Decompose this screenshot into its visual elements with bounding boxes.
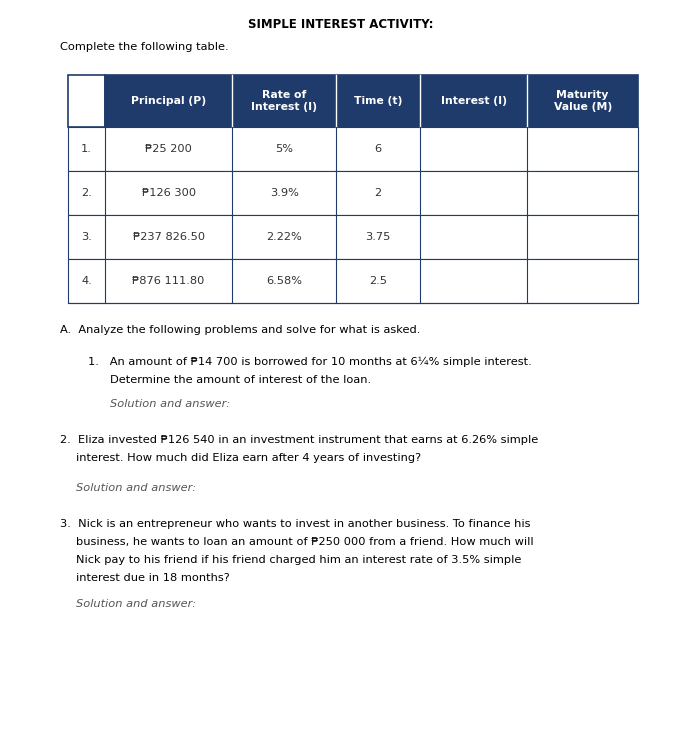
Text: interest. How much did Eliza earn after 4 years of investing?: interest. How much did Eliza earn after … [76, 453, 421, 463]
Text: 2.5: 2.5 [369, 276, 387, 286]
Text: 6: 6 [374, 144, 382, 154]
Text: 3.9%: 3.9% [270, 188, 299, 198]
Text: Interest (I): Interest (I) [441, 96, 507, 106]
Text: 3.  Nick is an entrepreneur who wants to invest in another business. To finance : 3. Nick is an entrepreneur who wants to … [60, 519, 531, 529]
Text: Time (t): Time (t) [354, 96, 402, 106]
Text: 1.   An amount of ₱14 700 is borrowed for 10 months at 6¼% simple interest.: 1. An amount of ₱14 700 is borrowed for … [88, 357, 532, 367]
Text: 2.  Eliza invested ₱126 540 in an investment instrument that earns at 6.26% simp: 2. Eliza invested ₱126 540 in an investm… [60, 435, 538, 445]
Text: Principal (P): Principal (P) [131, 96, 206, 106]
Bar [68, 171, 638, 215]
Text: ₱237 826.50: ₱237 826.50 [132, 232, 205, 242]
Bar [68, 215, 638, 259]
Text: 2.22%: 2.22% [267, 232, 302, 242]
Text: 2: 2 [374, 188, 382, 198]
Text: 5%: 5% [276, 144, 293, 154]
Text: Complete the following table.: Complete the following table. [60, 42, 228, 52]
Text: A.  Analyze the following problems and solve for what is asked.: A. Analyze the following problems and so… [60, 325, 420, 335]
Text: 6.58%: 6.58% [266, 276, 302, 286]
Text: 1.: 1. [81, 144, 92, 154]
Text: Nick pay to his friend if his friend charged him an interest rate of 3.5% simple: Nick pay to his friend if his friend cha… [76, 555, 521, 565]
Bar [68, 127, 638, 171]
Text: 3.75: 3.75 [366, 232, 391, 242]
Text: ₱25 200: ₱25 200 [145, 144, 192, 154]
Text: Solution and answer:: Solution and answer: [110, 399, 230, 409]
Text: 2.: 2. [81, 188, 92, 198]
Text: Maturity
Value (M): Maturity Value (M) [554, 89, 612, 112]
Bar [68, 259, 638, 303]
Text: Solution and answer:: Solution and answer: [76, 483, 196, 493]
Bar [68, 75, 105, 127]
Text: ₱876 111.80: ₱876 111.80 [132, 276, 205, 286]
Text: 3.: 3. [81, 232, 92, 242]
Text: Solution and answer:: Solution and answer: [76, 599, 196, 609]
Text: Rate of
Interest (I): Rate of Interest (I) [251, 89, 317, 112]
Bar [105, 75, 638, 127]
Text: SIMPLE INTEREST ACTIVITY:: SIMPLE INTEREST ACTIVITY: [248, 18, 434, 31]
Text: business, he wants to loan an amount of ₱250 000 from a friend. How much will: business, he wants to loan an amount of … [76, 537, 533, 547]
Text: ₱126 300: ₱126 300 [142, 188, 196, 198]
Text: interest due in 18 months?: interest due in 18 months? [76, 573, 230, 583]
Text: 4.: 4. [81, 276, 92, 286]
Text: Determine the amount of interest of the loan.: Determine the amount of interest of the … [110, 375, 371, 385]
